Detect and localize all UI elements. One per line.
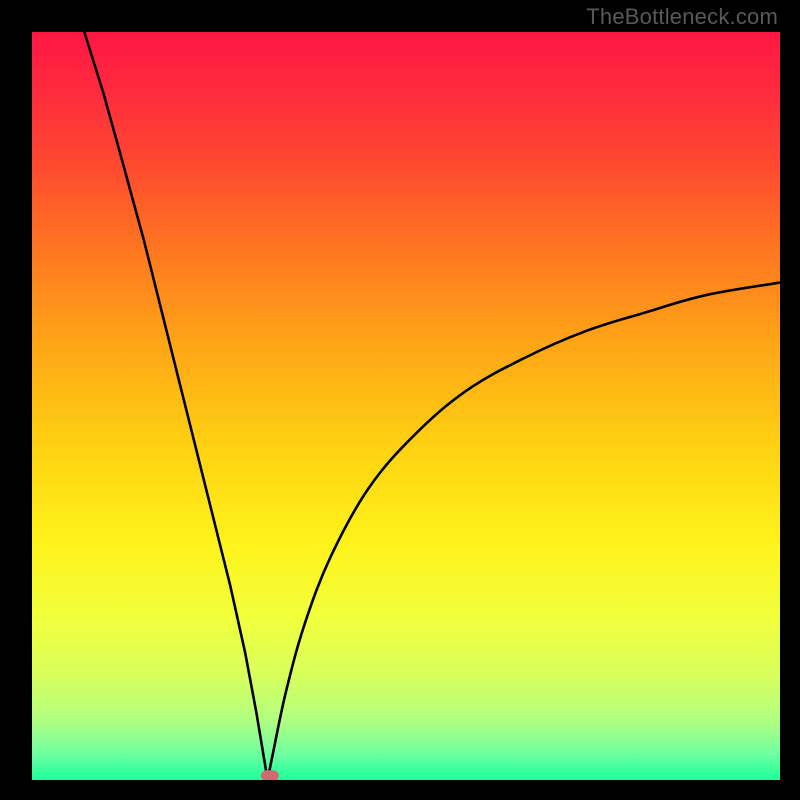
attribution-text: TheBottleneck.com xyxy=(586,4,778,30)
plot-area xyxy=(32,32,780,780)
chart-svg xyxy=(32,32,780,780)
optimal-marker xyxy=(261,770,279,780)
chart-frame: TheBottleneck.com xyxy=(0,0,800,800)
